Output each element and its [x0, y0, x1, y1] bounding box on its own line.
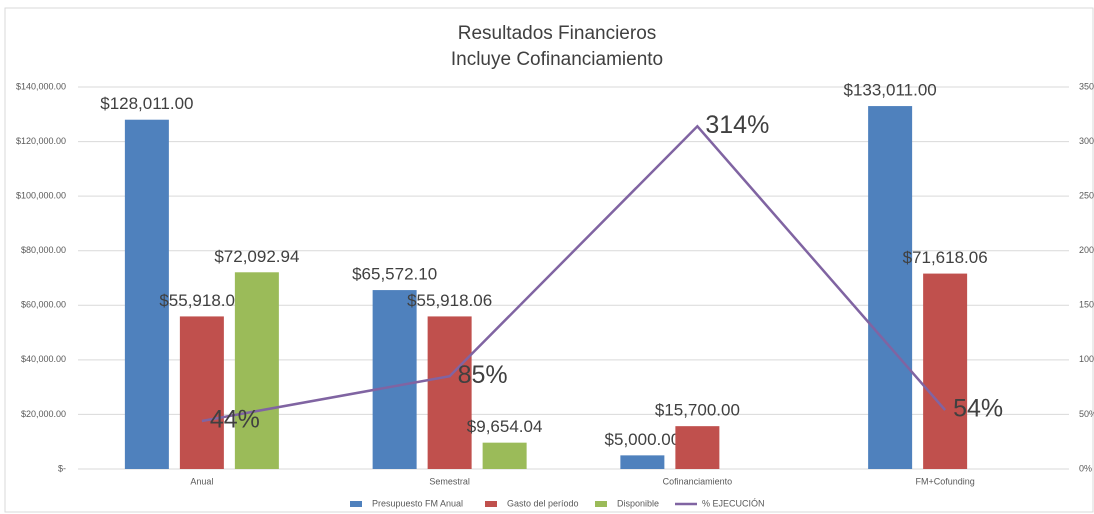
bar — [675, 426, 720, 469]
line — [201, 124, 947, 423]
bar — [923, 273, 968, 469]
y2-tick-label: 250% — [1079, 191, 1094, 201]
y-tick-label: $120,000.00 — [16, 136, 66, 146]
y2-tick-label: 300% — [1079, 136, 1094, 146]
legend-label: Gasto del período — [507, 498, 579, 508]
y2-tick-label: 350% — [1079, 81, 1094, 91]
bar — [482, 442, 527, 469]
chart-subtitle: Incluye Cofinanciamiento — [451, 49, 663, 70]
data-label: $72,092.94 — [214, 247, 299, 266]
y-tick-label: $20,000.00 — [21, 409, 66, 419]
x-tick-label: FM+Cofunding — [915, 476, 974, 486]
bar — [868, 106, 913, 470]
legend-label: Presupuesto FM Anual — [372, 498, 463, 508]
x-tick-label: Cofinanciamiento — [663, 476, 733, 486]
data-label: $133,011.00 — [843, 81, 936, 100]
data-label: 54% — [953, 395, 1003, 423]
data-label: $55,918.06 — [159, 291, 244, 310]
bar — [372, 290, 417, 469]
legend-label: % EJECUCIÓN — [702, 498, 765, 508]
data-label: $55,918.06 — [407, 291, 492, 310]
y-tick-label: $- — [58, 463, 66, 473]
legend-label: Disponible — [617, 498, 659, 508]
x-tick-label: Anual — [190, 476, 213, 486]
y-tick-label: $140,000.00 — [16, 81, 66, 91]
data-label: $5,000.00 — [605, 430, 681, 449]
data-label: $71,618.06 — [903, 248, 988, 267]
data-label: $15,700.00 — [655, 401, 740, 420]
data-label: $9,654.04 — [467, 417, 543, 436]
y2-tick-label: 200% — [1079, 245, 1094, 255]
legend-swatch — [350, 501, 362, 507]
x-tick-label: Semestral — [429, 476, 470, 486]
y2-tick-label: 100% — [1079, 354, 1094, 364]
bar — [124, 119, 169, 470]
data-label: 44% — [210, 406, 260, 434]
bar — [179, 316, 224, 469]
bar — [427, 316, 472, 469]
y2-tick-label: 150% — [1079, 300, 1094, 310]
bar — [234, 272, 279, 469]
y2-tick-label: 0% — [1079, 463, 1092, 473]
legend-swatch — [485, 501, 497, 507]
data-label: $128,011.00 — [100, 94, 193, 113]
y-tick-label: $40,000.00 — [21, 354, 66, 364]
bar — [620, 455, 665, 469]
data-label: 85% — [458, 361, 508, 389]
y-tick-label: $100,000.00 — [16, 191, 66, 201]
legend-swatch — [595, 501, 607, 507]
data-label: $65,572.10 — [352, 265, 437, 284]
y2-tick-label: 50% — [1079, 409, 1094, 419]
y-tick-label: $80,000.00 — [21, 245, 66, 255]
y-tick-label: $60,000.00 — [21, 300, 66, 310]
chart-title: Resultados Financieros — [458, 23, 657, 44]
data-label: 314% — [705, 111, 769, 139]
